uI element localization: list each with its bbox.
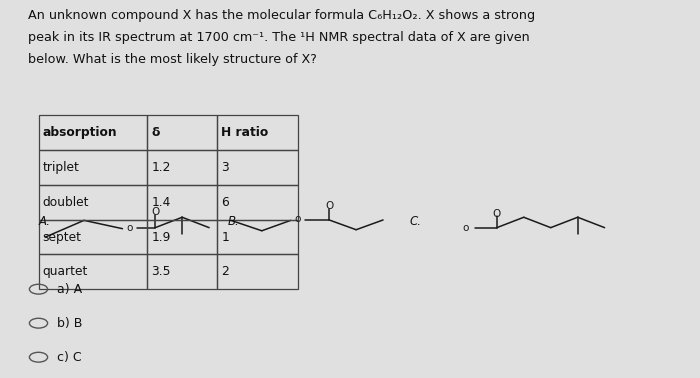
- Text: septet: septet: [43, 231, 82, 243]
- Bar: [147, 150, 217, 185]
- Text: b) B: b) B: [57, 317, 83, 330]
- Text: H ratio: H ratio: [221, 126, 269, 139]
- Text: 1: 1: [221, 231, 229, 243]
- Text: 3: 3: [221, 161, 229, 174]
- Text: A.: A.: [38, 215, 50, 228]
- Text: a) A: a) A: [57, 283, 83, 296]
- Text: 2: 2: [221, 265, 229, 278]
- Text: 6: 6: [221, 196, 229, 209]
- Bar: [147, 220, 217, 254]
- Bar: [38, 254, 147, 289]
- Text: 1.4: 1.4: [151, 196, 171, 209]
- Bar: [38, 220, 147, 254]
- Text: o: o: [295, 214, 301, 224]
- Bar: [147, 254, 217, 289]
- Text: C.: C.: [410, 215, 421, 228]
- Text: peak in its IR spectrum at 1700 cm⁻¹. The ¹H NMR spectral data of X are given: peak in its IR spectrum at 1700 cm⁻¹. Th…: [28, 31, 530, 44]
- Bar: [147, 115, 217, 150]
- Bar: [38, 115, 147, 150]
- Text: O: O: [325, 201, 333, 211]
- Text: O: O: [493, 209, 501, 218]
- Bar: [217, 150, 298, 185]
- Bar: [38, 150, 147, 185]
- Text: absorption: absorption: [43, 126, 118, 139]
- Text: B.: B.: [228, 215, 239, 228]
- Bar: [217, 115, 298, 150]
- Text: c) C: c) C: [57, 351, 82, 364]
- Text: An unknown compound X has the molecular formula C₆H₁₂O₂. X shows a strong: An unknown compound X has the molecular …: [28, 9, 535, 22]
- Bar: [217, 254, 298, 289]
- Bar: [147, 185, 217, 220]
- Bar: [38, 185, 147, 220]
- Text: doublet: doublet: [43, 196, 89, 209]
- Text: below. What is the most likely structure of X?: below. What is the most likely structure…: [28, 53, 317, 66]
- Text: quartet: quartet: [43, 265, 88, 278]
- Text: δ: δ: [151, 126, 160, 139]
- Text: o: o: [126, 223, 132, 232]
- Bar: [217, 220, 298, 254]
- Text: 1.9: 1.9: [151, 231, 171, 243]
- Text: triplet: triplet: [43, 161, 80, 174]
- Text: 3.5: 3.5: [151, 265, 171, 278]
- Text: o: o: [463, 223, 469, 232]
- Text: 1.2: 1.2: [151, 161, 171, 174]
- Bar: [217, 185, 298, 220]
- Text: O: O: [151, 208, 160, 217]
